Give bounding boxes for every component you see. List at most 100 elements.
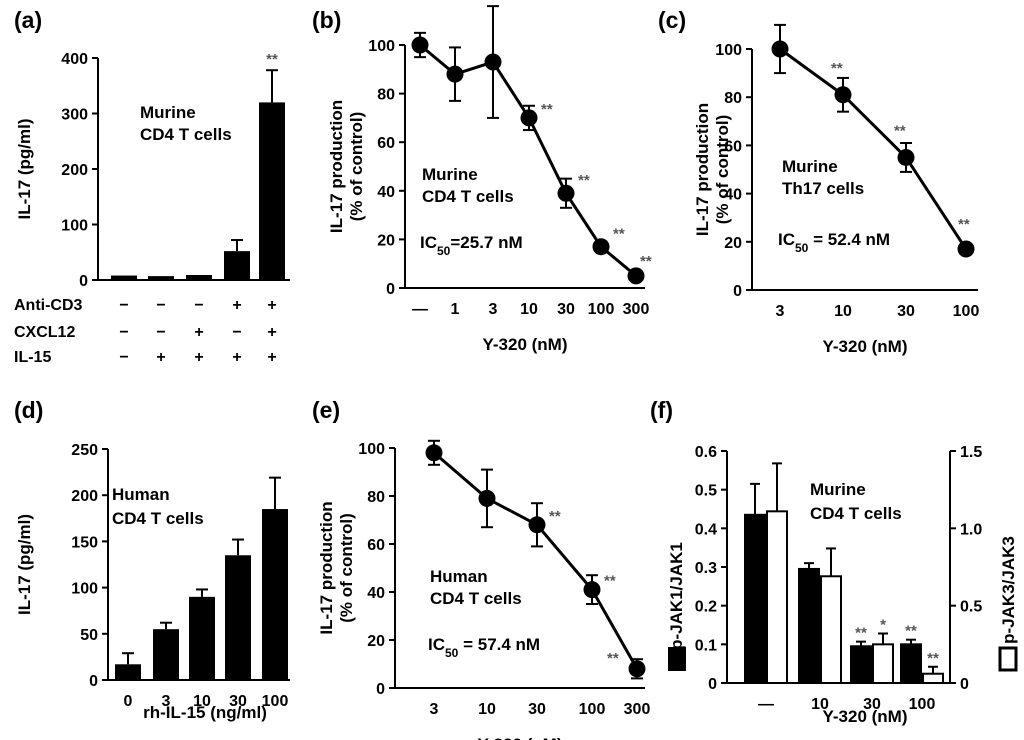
y-tick-label: 200 (61, 162, 88, 179)
bar (224, 251, 250, 280)
significance-mark: ** (578, 172, 590, 189)
x-axis-label: Y-320 (nM) (822, 337, 907, 356)
panel-c: (c) 0 20 40 60 80 100 3 10 30 100 Y-320 (nM) IL-17 p… (658, 7, 979, 356)
bar (186, 275, 212, 280)
data-point (957, 240, 975, 258)
panel-label: (a) (14, 7, 42, 33)
data-point (425, 444, 443, 462)
significance-mark: ** (613, 226, 625, 243)
panel-a: (a) 0 100 200 300 400 IL-17 (pg/ml) Murine CD4 T… (14, 7, 290, 366)
annotation-line: Human (112, 485, 170, 504)
y-tick-label: 50 (80, 627, 98, 644)
annotation-line: Human (430, 567, 488, 586)
ic50-suffix: =25.7 nM (450, 233, 522, 252)
ic50-label: IC50 = 52.4 nM (778, 230, 890, 255)
data-point (557, 184, 575, 202)
y-tick-label: 100 (368, 38, 395, 55)
x-tick-label: 300 (623, 301, 650, 318)
condition-sign: − (232, 324, 241, 341)
y-axis-label-right: p-JAK3/JAK3 (999, 536, 1018, 644)
bar (115, 664, 141, 680)
significance-mark: ** (855, 625, 867, 642)
y-axis-label: IL-17 production (317, 501, 336, 634)
y-tick-label: 0.2 (695, 599, 717, 616)
annotation-line: Murine (782, 157, 838, 176)
data-point (627, 267, 645, 285)
annotation-line: CD4 T cells (430, 589, 522, 608)
ic50-label: IC50 = 57.4 nM (428, 635, 540, 660)
y-tick-label: 200 (71, 488, 98, 505)
y-tick-label: 40 (367, 585, 385, 602)
y-tick-label: 1.0 (960, 521, 982, 538)
data-point (446, 65, 464, 83)
panel-label: (f) (650, 397, 673, 423)
significance-mark: ** (905, 623, 917, 640)
condition-sign: + (267, 324, 276, 341)
panel-label: (c) (658, 7, 686, 33)
y-tick-label: 250 (71, 442, 98, 459)
y-tick-label: 80 (724, 90, 742, 107)
y-tick-label: 20 (724, 235, 742, 252)
y-tick-label: 0 (708, 676, 717, 693)
ic50-prefix: IC (778, 230, 795, 249)
annotation-line: Murine (140, 103, 196, 122)
significance-mark: ** (549, 508, 561, 525)
panel-b: (b) 0 20 40 60 80 100 — 1 3 10 30 100 300 Y-320 (nM) IL… (312, 5, 652, 354)
annotation-line: Th17 cells (782, 179, 864, 198)
y-tick-label: 60 (724, 138, 742, 155)
condition-sign: + (232, 349, 241, 366)
y-tick-label: 0 (89, 673, 98, 690)
y-tick-label: 0 (376, 681, 385, 698)
condition-sign: − (156, 297, 165, 314)
x-tick-label: 100 (909, 696, 936, 713)
data-point (411, 36, 429, 54)
y-axis-label: p-JAK1/JAK1 (667, 542, 686, 650)
data-point (520, 109, 538, 127)
ic50-sub: 50 (437, 244, 451, 258)
y-tick-label: 0.1 (695, 637, 717, 654)
significance-mark: ** (958, 216, 970, 233)
bar (766, 510, 788, 684)
ic50-suffix: = 52.4 nM (808, 230, 890, 249)
y-axis-label: (% of control) (337, 513, 356, 623)
data-point (484, 53, 502, 71)
legend-swatch-jak1 (668, 647, 686, 671)
ic50-prefix: IC (428, 635, 445, 654)
x-tick-label: 100 (588, 301, 615, 318)
condition-label: IL-15 (14, 349, 51, 366)
y-axis-label: IL-17 (pg/ml) (15, 514, 34, 615)
x-tick-label: 3 (162, 693, 171, 710)
x-tick-label: 10 (811, 696, 829, 713)
y-axis-label: IL-17 production (693, 103, 712, 236)
bar (798, 567, 820, 685)
bar (922, 672, 944, 684)
panel-e: (e) 0 20 40 60 80 100 3 10 30 100 300 Y-320 (nM) IL-1… (312, 397, 650, 740)
bar (900, 643, 922, 684)
ic50-prefix: IC (420, 233, 437, 252)
bar (744, 513, 766, 684)
data-point (592, 238, 610, 256)
y-tick-label: 0 (960, 676, 969, 693)
y-tick-label: 0 (79, 273, 88, 290)
x-tick-label: — (758, 696, 774, 713)
data-point (528, 516, 546, 534)
ic50-suffix: = 57.4 nM (458, 635, 540, 654)
x-tick-label: 1 (451, 301, 460, 318)
y-tick-label: 0.4 (695, 521, 717, 538)
significance-mark: ** (604, 573, 616, 590)
condition-sign: + (194, 349, 203, 366)
significance-mark: ** (927, 650, 939, 667)
annotation-line: CD4 T cells (112, 509, 204, 528)
x-tick-label: 100 (953, 303, 980, 320)
significance-mark: ** (894, 122, 906, 139)
panel-label: (b) (312, 7, 341, 33)
condition-sign: − (119, 349, 128, 366)
bar (872, 643, 894, 684)
x-tick-label: 30 (557, 301, 575, 318)
bar (850, 645, 872, 684)
bar (225, 555, 251, 680)
y-tick-label: 0.3 (695, 560, 717, 577)
significance-mark: ** (640, 253, 652, 270)
